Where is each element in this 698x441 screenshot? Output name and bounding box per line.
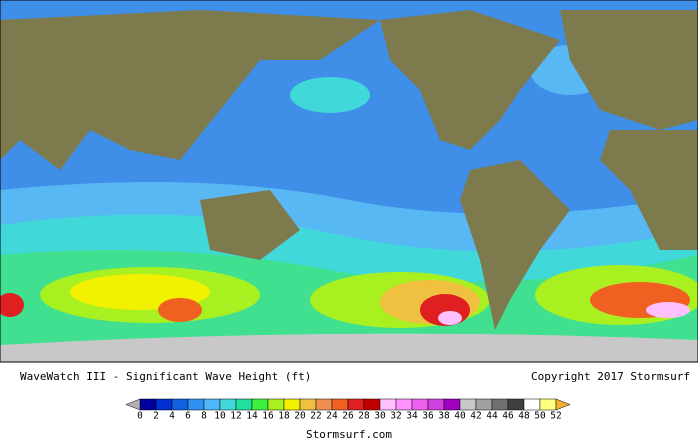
wave-blob	[158, 298, 202, 322]
color-swatch	[507, 398, 525, 411]
color-swatch	[139, 398, 157, 411]
over-arrow	[555, 398, 571, 411]
colorbar: 0 2 4 6 8 10 12 14 16 18 20 22 24 26 28 30 32 34 36 38 40 42 4…	[125, 398, 571, 422]
land	[460, 160, 570, 330]
color-swatch	[347, 398, 365, 411]
caption: WaveWatch III - Significant Wave Height …	[20, 370, 311, 383]
color-swatch	[475, 398, 493, 411]
map-border	[0, 0, 698, 363]
under-arrow	[125, 398, 141, 411]
color-swatch	[187, 398, 205, 411]
tick-label: 44	[486, 411, 498, 422]
tick-label: 40	[454, 411, 466, 422]
tick-label: 4	[169, 411, 175, 422]
tick-label: 2	[153, 411, 159, 422]
tick-label: 32	[390, 411, 401, 422]
color-swatch	[363, 398, 381, 411]
color-swatch	[299, 398, 317, 411]
color-swatch	[251, 398, 269, 411]
tick-label: 22	[310, 411, 321, 422]
tick-label: 34	[406, 411, 418, 422]
wave-blob	[290, 77, 370, 113]
color-swatch	[411, 398, 429, 411]
tick-label: 12	[230, 411, 241, 422]
color-swatch	[331, 398, 349, 411]
wave-blob	[438, 311, 462, 325]
tick-label: 10	[214, 411, 226, 422]
tick-label: 16	[262, 411, 274, 422]
color-swatch	[427, 398, 445, 411]
land	[0, 10, 380, 170]
tick-label: 30	[374, 411, 386, 422]
color-swatch	[171, 398, 189, 411]
color-swatch	[235, 398, 253, 411]
tick-label: 6	[185, 411, 191, 422]
land	[380, 10, 560, 150]
footer: Stormsurf.com	[306, 428, 392, 441]
copyright: Copyright 2017 Stormsurf	[531, 370, 690, 383]
color-swatch	[395, 398, 413, 411]
color-swatch	[283, 398, 301, 411]
tick-label: 52	[550, 411, 561, 422]
color-swatch	[315, 398, 333, 411]
color-swatch	[523, 398, 541, 411]
color-swatch	[491, 398, 509, 411]
tick-label: 28	[358, 411, 370, 422]
land	[600, 130, 698, 250]
color-swatch	[203, 398, 221, 411]
tick-label: 26	[342, 411, 354, 422]
tick-label: 20	[294, 411, 306, 422]
tick-label: 24	[326, 411, 338, 422]
tick-label: 46	[502, 411, 514, 422]
land	[560, 10, 698, 130]
color-swatch	[267, 398, 285, 411]
map	[0, 0, 698, 363]
color-swatch	[443, 398, 461, 411]
wave-blob	[646, 302, 690, 318]
tick-label: 36	[422, 411, 434, 422]
tick-label: 42	[470, 411, 481, 422]
tick-label: 38	[438, 411, 450, 422]
tick-label: 14	[246, 411, 258, 422]
color-swatch	[459, 398, 477, 411]
color-swatch	[219, 398, 237, 411]
color-swatch	[155, 398, 173, 411]
tick-label: 50	[534, 411, 546, 422]
land	[200, 190, 300, 260]
color-swatch	[539, 398, 557, 411]
tick-label: 8	[201, 411, 207, 422]
tick-label: 0	[137, 411, 143, 422]
tick-label: 18	[278, 411, 290, 422]
antarctica	[0, 333, 698, 362]
wave-blob	[0, 293, 24, 317]
color-swatch	[379, 398, 397, 411]
tick-label: 48	[518, 411, 530, 422]
